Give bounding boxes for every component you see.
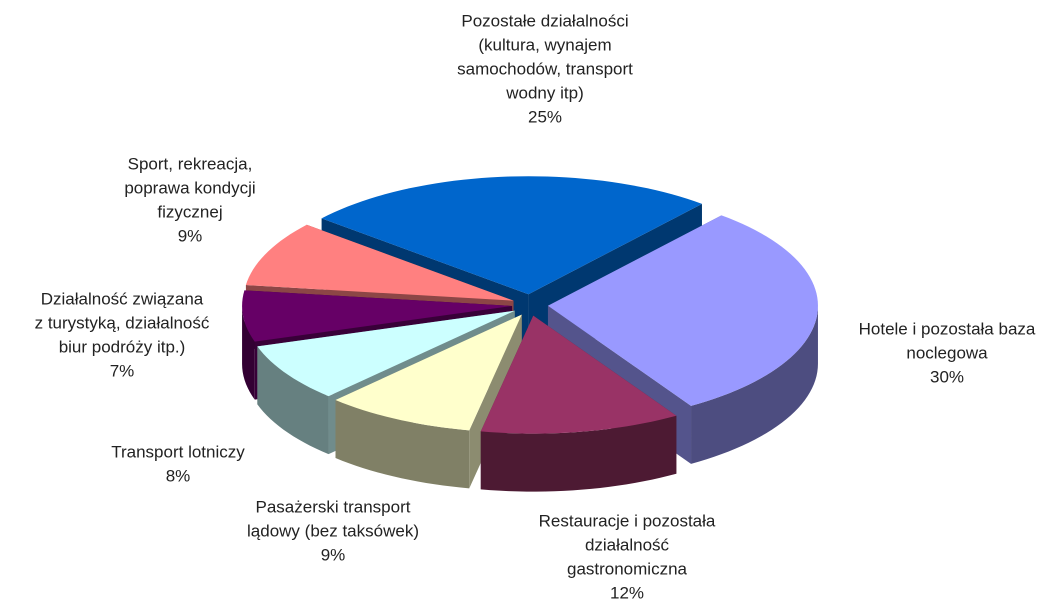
slice-label: samochodów, transport bbox=[457, 59, 633, 78]
slice-value-label: 25% bbox=[528, 107, 562, 126]
slice-label: Pasażerski transport bbox=[256, 497, 411, 516]
slice-value-label: 9% bbox=[321, 545, 346, 564]
slice-label: (kultura, wynajem bbox=[478, 35, 611, 54]
slice bbox=[242, 290, 513, 342]
slice-value-label: 12% bbox=[610, 583, 644, 602]
slice-wall bbox=[691, 305, 818, 464]
slice-label: Działalność związana bbox=[41, 289, 204, 308]
slice-wall bbox=[335, 400, 470, 489]
slice-label: Hotele i pozostała baza bbox=[859, 319, 1036, 338]
slice-label: wodny itp) bbox=[505, 83, 583, 102]
slice bbox=[321, 176, 702, 295]
slice-wall bbox=[257, 346, 329, 455]
slice-label: biur podróży itp.) bbox=[59, 337, 186, 356]
slice bbox=[480, 315, 677, 434]
slice-label: gastronomiczna bbox=[567, 559, 688, 578]
slice-label: Transport lotniczy bbox=[111, 442, 245, 461]
slice-label: Restauracje i pozostała bbox=[539, 511, 716, 530]
slice-wall bbox=[480, 415, 677, 492]
slice-label: noclegowa bbox=[906, 343, 988, 362]
slice-value-label: 7% bbox=[110, 361, 135, 380]
slice-label: fizycznej bbox=[157, 202, 222, 221]
slice-label: poprawa kondycji bbox=[124, 178, 255, 197]
slice bbox=[335, 314, 522, 431]
slice-value-label: 8% bbox=[166, 466, 191, 485]
slice-label: Pozostałe działalności bbox=[461, 11, 628, 30]
slice bbox=[547, 215, 818, 406]
slice bbox=[257, 310, 515, 397]
slice-label: Sport, rekreacja, bbox=[128, 154, 253, 173]
slice-label: z turystyką, działalność bbox=[35, 313, 210, 332]
slice bbox=[245, 224, 514, 301]
slice-label: działalność bbox=[585, 535, 670, 554]
slice-value-label: 9% bbox=[178, 226, 203, 245]
slice-label: lądowy (bez taksówek) bbox=[247, 521, 419, 540]
slice-wall bbox=[242, 305, 255, 400]
slice-value-label: 30% bbox=[930, 367, 964, 386]
